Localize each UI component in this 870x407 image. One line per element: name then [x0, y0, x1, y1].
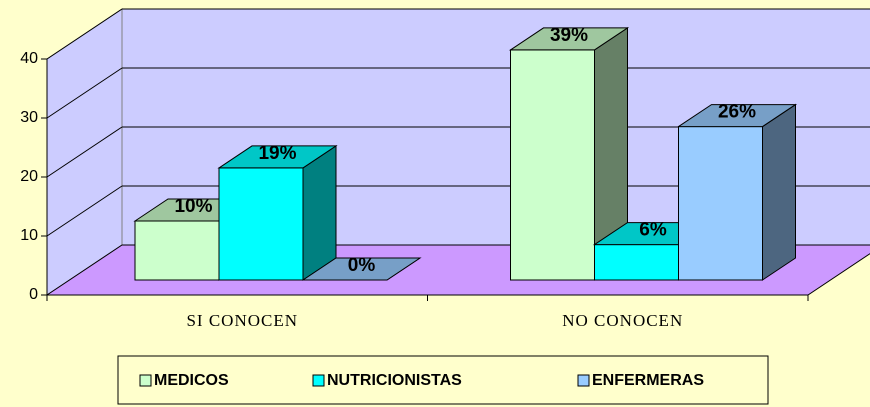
bar [134, 220, 220, 281]
bar-side [302, 144, 337, 281]
value-label: 10% [174, 196, 212, 217]
bar-side [762, 103, 796, 281]
bar-top [301, 257, 422, 281]
bar-top [508, 27, 630, 51]
legend-marker [312, 374, 325, 387]
bar [218, 167, 304, 281]
legend-marker [139, 374, 152, 387]
y-tick-label: 10 [20, 227, 38, 244]
value-label: 39% [550, 25, 588, 46]
y-tick-label: 30 [20, 109, 38, 126]
value-label: 26% [718, 102, 756, 123]
legend-label: ENFERMERAS [592, 372, 704, 389]
legend-label: NUTRICIONISTAS [327, 372, 462, 389]
grid-line [46, 8, 123, 60]
value-label: 6% [639, 220, 667, 241]
y-tick-label: 40 [20, 50, 38, 67]
bar [678, 126, 763, 281]
bar [510, 49, 595, 281]
y-tick-label: 0 [29, 286, 38, 303]
legend-label: MEDICOS [154, 372, 229, 389]
value-label: 19% [258, 143, 296, 164]
bar-top [217, 145, 338, 169]
grid-line [46, 185, 123, 237]
x-tick-label: NO CONOCEN [562, 311, 683, 330]
bar [594, 244, 679, 281]
value-label: 0% [348, 255, 376, 276]
bar-top [676, 104, 798, 128]
legend-marker [577, 374, 590, 387]
grid-line [46, 126, 123, 178]
x-tick-label: SI CONOCEN [186, 311, 298, 330]
legend [117, 355, 769, 405]
y-tick-label: 20 [20, 168, 38, 185]
grid-line [46, 67, 123, 119]
